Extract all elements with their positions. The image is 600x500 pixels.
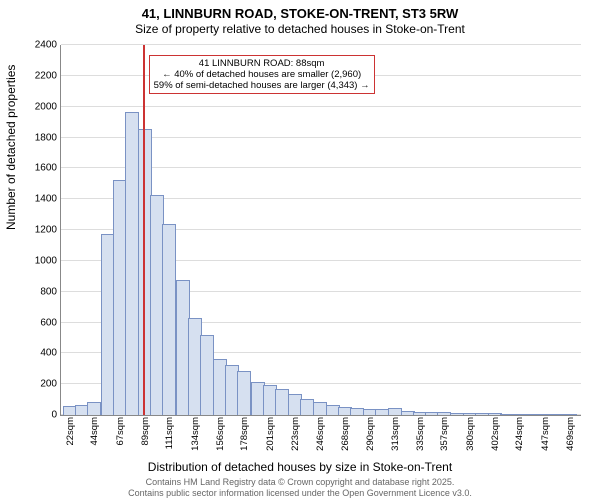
x-tick-label: 424sqm xyxy=(514,417,525,451)
y-tick-label: 600 xyxy=(40,317,61,328)
x-tick-label: 313sqm xyxy=(390,417,401,451)
y-tick-label: 400 xyxy=(40,348,61,359)
x-tick-label: 447sqm xyxy=(540,417,551,451)
y-tick-label: 1400 xyxy=(35,194,61,205)
histogram-bar xyxy=(563,414,577,415)
y-tick-label: 0 xyxy=(51,410,61,421)
y-tick-label: 1600 xyxy=(35,163,61,174)
chart-title-main: 41, LINNBURN ROAD, STOKE-ON-TRENT, ST3 5… xyxy=(0,6,600,21)
x-tick-label: 268sqm xyxy=(340,417,351,451)
x-tick-label: 89sqm xyxy=(140,417,151,446)
x-tick-label: 246sqm xyxy=(315,417,326,451)
y-gridline xyxy=(61,106,581,107)
x-tick-label: 156sqm xyxy=(215,417,226,451)
histogram-bar xyxy=(87,402,101,415)
x-tick-label: 357sqm xyxy=(439,417,450,451)
x-tick-label: 67sqm xyxy=(115,417,126,446)
footer-line2: Contains public sector information licen… xyxy=(0,488,600,499)
annotation-box: 41 LINNBURN ROAD: 88sqm← 40% of detached… xyxy=(149,55,375,94)
x-tick-label: 469sqm xyxy=(565,417,576,451)
y-tick-label: 2400 xyxy=(35,40,61,51)
histogram-bar xyxy=(375,409,389,415)
y-gridline xyxy=(61,44,581,45)
plot-area: 0200400600800100012001400160018002000220… xyxy=(60,45,581,416)
x-tick-label: 402sqm xyxy=(490,417,501,451)
y-tick-label: 200 xyxy=(40,379,61,390)
y-tick-label: 1800 xyxy=(35,132,61,143)
footer-text: Contains HM Land Registry data © Crown c… xyxy=(0,477,600,499)
annotation-line1: 41 LINNBURN ROAD: 88sqm xyxy=(154,58,370,69)
x-tick-label: 178sqm xyxy=(239,417,250,451)
x-tick-label: 290sqm xyxy=(365,417,376,451)
x-tick-label: 223sqm xyxy=(290,417,301,451)
annotation-line2: ← 40% of detached houses are smaller (2,… xyxy=(154,69,370,80)
histogram-bar xyxy=(237,371,251,415)
x-axis-label: Distribution of detached houses by size … xyxy=(0,460,600,474)
footer-line1: Contains HM Land Registry data © Crown c… xyxy=(0,477,600,488)
property-marker-line xyxy=(143,45,145,415)
annotation-line3: 59% of semi-detached houses are larger (… xyxy=(154,80,370,91)
y-tick-label: 1200 xyxy=(35,225,61,236)
histogram-bar xyxy=(512,414,526,415)
y-tick-label: 1000 xyxy=(35,255,61,266)
histogram-bar xyxy=(450,413,464,415)
y-tick-label: 2200 xyxy=(35,70,61,81)
x-tick-label: 335sqm xyxy=(415,417,426,451)
y-axis-label: Number of detached properties xyxy=(4,65,18,230)
x-tick-label: 380sqm xyxy=(465,417,476,451)
x-tick-label: 201sqm xyxy=(265,417,276,451)
x-tick-label: 22sqm xyxy=(65,417,76,446)
chart-container: 41, LINNBURN ROAD, STOKE-ON-TRENT, ST3 5… xyxy=(0,0,600,500)
histogram-bar xyxy=(300,399,314,415)
chart-title-sub: Size of property relative to detached ho… xyxy=(0,22,600,36)
x-tick-label: 44sqm xyxy=(89,417,100,446)
histogram-bar xyxy=(162,224,176,415)
x-tick-label: 134sqm xyxy=(190,417,201,451)
y-tick-label: 2000 xyxy=(35,101,61,112)
y-tick-label: 800 xyxy=(40,286,61,297)
x-tick-label: 111sqm xyxy=(164,417,175,449)
